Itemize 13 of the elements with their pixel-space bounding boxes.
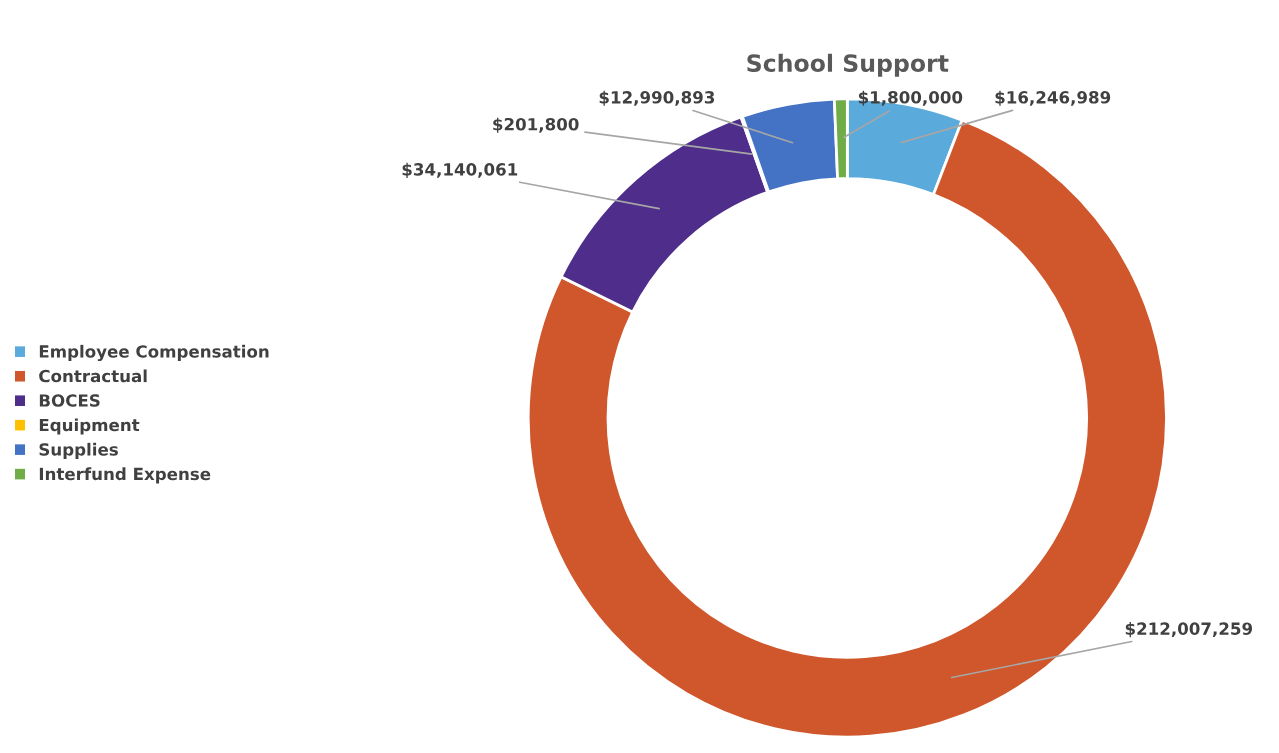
- legend-label: BOCES: [39, 394, 100, 407]
- legend-label: Employee Compensation: [39, 344, 269, 362]
- legend-label: Contractual: [39, 369, 147, 383]
- legend-label: Interfund Expense: [39, 467, 211, 484]
- data-label: $1,800,000: [858, 90, 963, 106]
- chart-title: School Support: [747, 53, 949, 77]
- data-label: $12,990,893: [599, 90, 715, 106]
- legend-label: Equipment: [39, 418, 140, 435]
- data-label: $34,140,061: [402, 162, 518, 178]
- legend-label: Supplies: [39, 442, 118, 459]
- data-label: $201,800: [493, 117, 579, 133]
- data-label: $16,246,989: [995, 90, 1111, 106]
- data-label: $212,007,259: [1125, 622, 1253, 638]
